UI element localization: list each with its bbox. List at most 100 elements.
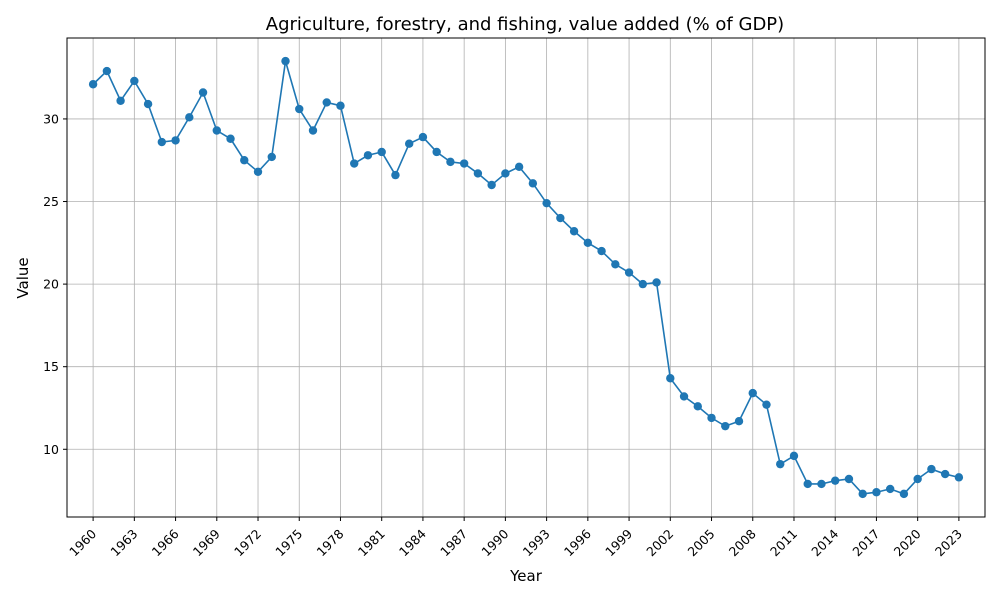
data-point — [514, 162, 524, 172]
y-axis-label: Value — [14, 257, 32, 298]
data-point — [707, 413, 716, 423]
x-tick-label: 1960 — [66, 526, 99, 559]
data-point — [418, 132, 428, 142]
data-point — [404, 139, 414, 148]
data-point — [831, 476, 840, 485]
x-tick-label: 2008 — [726, 526, 759, 559]
data-point — [734, 417, 744, 426]
x-tick-label: 2023 — [932, 526, 965, 559]
data-point — [459, 159, 469, 168]
data-point — [858, 489, 867, 499]
data-point — [240, 156, 249, 165]
data-point — [377, 147, 386, 157]
series-line — [92, 60, 960, 495]
y-tick-label: 10 — [43, 442, 59, 457]
x-tick-label: 1972 — [231, 526, 264, 559]
data-point — [872, 488, 881, 497]
data-point — [597, 246, 606, 256]
data-point — [556, 213, 565, 223]
data-point — [721, 421, 730, 431]
data-point — [212, 126, 221, 135]
data-point — [253, 167, 263, 176]
x-tick-label: 1987 — [437, 526, 470, 559]
x-axis-label: Year — [509, 567, 543, 585]
x-tick-label: 2011 — [767, 526, 800, 559]
x-tick-label: 1981 — [355, 526, 388, 559]
x-tick-label: 1978 — [313, 526, 346, 559]
data-point — [803, 479, 812, 489]
data-point — [611, 260, 620, 269]
y-tick-label: 30 — [43, 111, 59, 126]
data-point — [226, 134, 235, 143]
x-tick-label: 1963 — [107, 526, 140, 559]
data-point — [817, 479, 826, 489]
data-point — [638, 279, 648, 289]
x-tick-label: 1966 — [149, 526, 182, 559]
data-point — [501, 169, 510, 178]
chart-title: Agriculture, forestry, and fishing, valu… — [266, 14, 784, 35]
data-point — [130, 76, 139, 86]
data-point — [171, 136, 180, 145]
data-point — [446, 157, 455, 167]
data-point — [336, 101, 345, 110]
data-point — [143, 99, 153, 109]
data-point — [679, 392, 689, 401]
data-point — [391, 170, 400, 180]
data-point — [652, 278, 661, 287]
x-tick-label: 2005 — [685, 526, 718, 559]
data-point — [198, 88, 208, 97]
data-point — [267, 152, 276, 162]
x-tick-label: 1990 — [478, 526, 511, 559]
data-points — [88, 56, 964, 499]
data-point — [940, 469, 950, 479]
data-point — [116, 96, 125, 105]
data-point — [789, 451, 799, 461]
x-tick-label: 2002 — [643, 526, 676, 559]
data-point — [748, 388, 757, 398]
data-point — [569, 227, 579, 236]
x-tick-label: 1969 — [190, 526, 223, 559]
data-point — [542, 198, 551, 208]
x-tick-label: 1975 — [272, 526, 305, 559]
data-point — [473, 169, 483, 178]
y-tick-label: 25 — [43, 194, 59, 209]
y-tick-label: 20 — [43, 277, 59, 292]
data-point — [927, 464, 936, 474]
data-point — [88, 80, 98, 89]
data-point — [954, 473, 964, 482]
data-point — [666, 374, 675, 383]
data-point — [583, 238, 593, 248]
x-tick-label: 1984 — [396, 526, 429, 559]
data-point — [157, 137, 167, 147]
data-point — [295, 104, 304, 114]
data-point — [185, 113, 194, 122]
data-point — [885, 484, 895, 494]
y-tick-label: 15 — [43, 359, 59, 374]
x-tick-label: 1996 — [561, 526, 594, 559]
data-point — [487, 180, 496, 190]
data-point — [102, 66, 112, 76]
data-point — [899, 489, 909, 499]
x-tick-label: 1999 — [602, 526, 635, 559]
data-point — [844, 474, 854, 484]
data-point — [776, 459, 785, 469]
axis-ticks: 1960 1963 1966 1969 1972 1975 1978 1981 1984 1987… — [43, 111, 965, 559]
x-tick-label: 2014 — [808, 526, 841, 559]
data-point — [322, 98, 331, 107]
data-point — [432, 147, 441, 157]
data-point — [308, 126, 318, 135]
data-point — [693, 402, 702, 411]
x-tick-label: 2017 — [849, 526, 882, 559]
data-point — [350, 159, 359, 168]
data-point — [624, 268, 634, 277]
data-point — [762, 400, 771, 409]
x-tick-label: 1993 — [520, 526, 553, 559]
data-point — [363, 151, 373, 160]
plot-frame — [66, 37, 986, 518]
data-point — [281, 56, 290, 66]
x-tick-label: 2020 — [891, 526, 924, 559]
data-point — [528, 179, 538, 188]
grid — [67, 38, 985, 517]
data-point — [913, 474, 922, 484]
